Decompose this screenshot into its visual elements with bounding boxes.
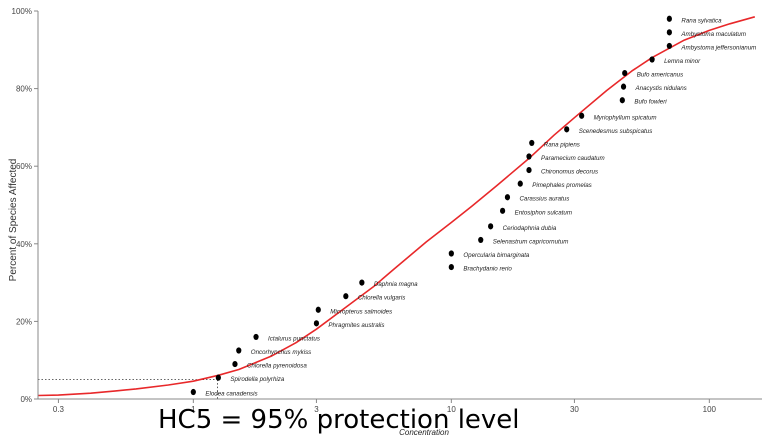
point-label: Ictalurus punctatus (268, 335, 320, 342)
point-label: Elodea canadensis (205, 391, 257, 398)
x-axis-title: Concentration (399, 428, 449, 437)
data-point (343, 293, 349, 300)
data-point (526, 166, 532, 174)
data-point (619, 97, 625, 104)
y-tick-label: 40% (16, 240, 32, 249)
point-label: Chlorella vulgaris (358, 295, 405, 302)
x-tick-label: 10 (447, 405, 456, 414)
data-point (504, 194, 511, 201)
y-tick-label: 60% (16, 162, 32, 171)
data-points (190, 15, 672, 396)
data-point (236, 347, 242, 354)
x-tick-label: 0.3 (53, 405, 65, 414)
point-label: Phragmites australis (328, 322, 384, 329)
point-label: Chlorella pyrenoidosa (247, 363, 307, 370)
x-tick-label: 30 (570, 405, 579, 414)
point-label: Oncorhynchus mykiss (251, 349, 312, 356)
point-label: Ambystoma jeffersonianum (680, 44, 756, 51)
data-point (313, 320, 320, 327)
fit-curve-line (37, 16, 756, 397)
data-point (579, 112, 585, 119)
point-label: Paramecium caudatum (541, 155, 605, 162)
y-tick-label: 0% (20, 395, 32, 404)
point-label: Carassius auratus (519, 196, 569, 203)
data-point (448, 250, 454, 257)
point-label: Pimephales promelas (532, 182, 592, 189)
data-point (564, 126, 570, 133)
point-label: Brachydanio rerio (463, 266, 512, 273)
point-label: Spirodella polyrhiza (230, 376, 285, 383)
point-label: Bufo americanus (637, 72, 683, 79)
point-label: Scenedesmus subspicatus (579, 128, 653, 135)
point-label: Micropterus salmoides (330, 308, 392, 315)
hc5-caption: HC5 = 95% protection level (158, 405, 520, 435)
point-label: Opercularia bimarginata (463, 252, 530, 259)
x-tick-label: 3 (314, 405, 319, 414)
point-label: Daphnia magna (374, 281, 418, 288)
fit-curve (37, 16, 756, 397)
y-axis: 0% 20% 40% 60% 80% 100% (12, 7, 39, 404)
data-point (215, 374, 221, 381)
data-point (488, 223, 494, 230)
x-tick-label: 100 (703, 405, 717, 414)
data-point (232, 360, 238, 368)
point-label: Anacystis nidulans (635, 85, 687, 92)
data-point (666, 42, 672, 50)
data-point (315, 306, 321, 313)
data-point (620, 83, 627, 90)
data-point (649, 56, 655, 63)
point-label: Lemna minor (664, 58, 701, 65)
data-point (622, 69, 628, 77)
point-label: Ambystoma maculatum (680, 31, 746, 38)
data-point (517, 180, 523, 187)
y-tick-label: 80% (16, 85, 32, 94)
point-label: Selenastrum capricornutum (493, 238, 569, 245)
x-tick-label: 1 (191, 405, 196, 414)
point-label: Rana sylvatica (681, 17, 722, 24)
data-point (499, 207, 506, 214)
data-point (529, 139, 535, 147)
point-label: Ceriodaphnia dubia (503, 225, 557, 232)
y-axis-title: Percent of Species Affected (8, 159, 19, 282)
y-tick-label: 100% (12, 7, 32, 16)
data-point (478, 236, 484, 244)
data-point (666, 15, 672, 22)
point-label: Rana pipiens (544, 141, 580, 148)
data-point (253, 333, 259, 341)
y-tick-label: 20% (16, 317, 32, 326)
x-axis: 0.3 1 3 10 30 100 (38, 398, 762, 414)
point-label: Entosiphon sulcatum (515, 209, 572, 216)
point-label: Myriophyllum spicatum (594, 114, 657, 121)
data-point (359, 279, 365, 286)
point-label: Chironomus decorus (541, 169, 598, 176)
point-labels: Elodea canadensis Spirodella polyrhiza Chl… (205, 17, 756, 397)
data-point (448, 263, 454, 271)
data-point (190, 388, 196, 396)
data-point (666, 29, 672, 36)
data-point (526, 153, 532, 160)
point-label: Bufo fowleri (634, 99, 667, 106)
